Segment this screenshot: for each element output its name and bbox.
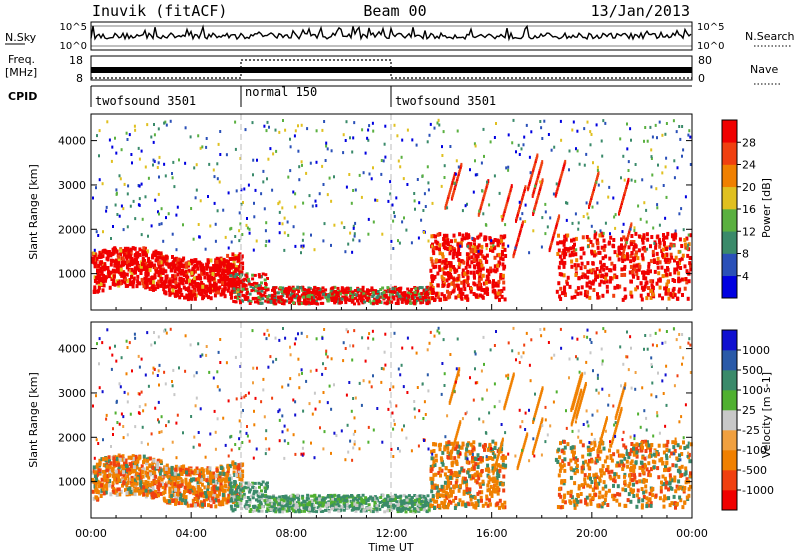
time-tick-label: 00:00 <box>676 527 708 540</box>
nsearch-tick-bottom: 10^0 <box>697 41 724 52</box>
station-title: Inuvik (fitACF) <box>92 2 227 20</box>
velocity-colorbar-swatch <box>722 410 737 431</box>
nsky-line <box>90 24 692 42</box>
velocity-colorbar-frame <box>721 329 738 511</box>
velocity-colorbar-tick-label: -100 <box>742 444 767 457</box>
power-colorbar-tick-label: 28 <box>742 136 756 149</box>
power-colorbar-swatch <box>722 120 737 143</box>
nsearch-tick-top: 10^5 <box>697 22 724 33</box>
time-tick-label: 20:00 <box>576 527 608 540</box>
power-ytick-label: 4000 <box>58 135 86 148</box>
power-colorbar-swatch <box>722 253 737 277</box>
nsky-panel: N.Sky 10^5 10^0 10^5 10^0 N.Search <box>5 21 795 52</box>
time-tick-label: 00:00 <box>75 527 107 540</box>
time-tick-label: 04:00 <box>175 527 207 540</box>
nsky-trace <box>90 24 692 42</box>
velocity-ylabel: Slant Range [km] <box>27 372 40 468</box>
nsearch-label: N.Search <box>745 30 795 43</box>
velocity-panel: 1000 2000 3000 4000 00:00 04:00 08:00 12:00 16:… <box>27 321 708 554</box>
velocity-colorbar-tick-label: -1000 <box>742 484 774 497</box>
velocity-colorbar-tick-label: 1000 <box>742 344 770 357</box>
nave-tick-bottom: 0 <box>698 72 705 85</box>
freq-panel: Freq. [MHz] 18 8 80 0 Nave <box>5 53 780 85</box>
power-data-cells <box>91 118 693 306</box>
beam-title: Beam 00 <box>363 2 426 20</box>
velocity-colorbar-swatch <box>722 370 737 391</box>
power-colorbar-swatch <box>722 209 737 232</box>
freq-tick-bottom: 8 <box>76 72 83 85</box>
velocity-colorbar-swatch <box>722 450 737 471</box>
power-ylabel: Slant Range [km] <box>27 164 40 260</box>
cpid-label: CPID <box>8 90 37 103</box>
nsky-tick-bottom: 10^0 <box>60 41 87 52</box>
time-tick-label: 16:00 <box>476 527 508 540</box>
nave-tick-top: 80 <box>698 54 712 67</box>
time-tick-label: 08:00 <box>275 527 307 540</box>
power-colorbar-swatch <box>722 164 737 188</box>
freq-label-top: Freq. <box>8 53 35 66</box>
time-axis-label: Time UT <box>367 541 413 554</box>
power-colorbar-swatch <box>722 275 737 299</box>
power-colorbar-tick-label: 24 <box>742 159 756 172</box>
nave-trace <box>91 59 692 79</box>
freq-tick-top: 18 <box>69 54 83 67</box>
velocity-colorbar: -1000 -500 -100 -25 25 100 500 1000 Velocity [m… <box>721 329 774 511</box>
velocity-ytick-label: 2000 <box>58 431 86 444</box>
power-colorbar-swatch <box>722 142 737 165</box>
time-tick-label: 12:00 <box>376 527 408 540</box>
velocity-colorbar-tick-label: 100 <box>742 384 763 397</box>
power-colorbar-swatch <box>722 186 737 210</box>
power-ytick-label: 2000 <box>58 223 86 236</box>
freq-label-bottom: [MHz] <box>5 66 37 79</box>
power-colorbar-tick-label: 4 <box>742 270 749 283</box>
date-title: 13/Jan/2013 <box>591 2 690 20</box>
velocity-colorbar-swatch <box>722 470 737 491</box>
cpid-panel: CPID twofsound 3501 normal 150 twofsound… <box>8 85 692 108</box>
cpid-segment-3: twofsound 3501 <box>395 94 496 108</box>
nsky-tick-top: 10^5 <box>60 22 87 33</box>
power-colorbar: 4 8 12 16 20 24 28 Power [dB] <box>721 119 773 299</box>
power-ytick-label: 1000 <box>58 268 86 281</box>
velocity-colorbar-swatch <box>722 390 737 411</box>
power-colorbar-tick-label: 12 <box>742 225 756 238</box>
velocity-colorbar-swatch <box>722 350 737 371</box>
nsky-label: N.Sky <box>5 31 37 44</box>
power-colorbar-tick-label: 8 <box>742 248 749 261</box>
velocity-data-cells <box>91 326 693 514</box>
velocity-colorbar-tick-label: 25 <box>742 404 756 417</box>
velocity-ytick-label: 1000 <box>58 476 86 489</box>
cpid-segment-2: normal 150 <box>245 85 317 99</box>
cpid-segment-1: twofsound 3501 <box>95 94 196 108</box>
velocity-colorbar-swatch <box>722 430 737 451</box>
velocity-colorbar-tick-label: 500 <box>742 364 763 377</box>
power-colorbar-label: Power [dB] <box>760 178 773 238</box>
velocity-colorbar-label: Velocity [m s-1] <box>760 372 773 458</box>
power-colorbar-swatch <box>722 231 737 254</box>
velocity-ytick-label: 4000 <box>58 343 86 356</box>
velocity-ytick-label: 3000 <box>58 387 86 400</box>
nave-label: Nave <box>750 63 778 76</box>
velocity-colorbar-tick-label: -500 <box>742 464 767 477</box>
power-ytick-label: 3000 <box>58 179 86 192</box>
velocity-colorbar-swatch <box>722 490 737 511</box>
velocity-colorbar-swatch <box>722 330 737 351</box>
power-panel: 1000 2000 3000 4000 Slant Range [km] <box>27 113 693 311</box>
power-colorbar-tick-label: 20 <box>742 181 756 194</box>
velocity-colorbar-tick-label: -25 <box>742 424 760 437</box>
power-colorbar-tick-label: 16 <box>742 203 756 216</box>
